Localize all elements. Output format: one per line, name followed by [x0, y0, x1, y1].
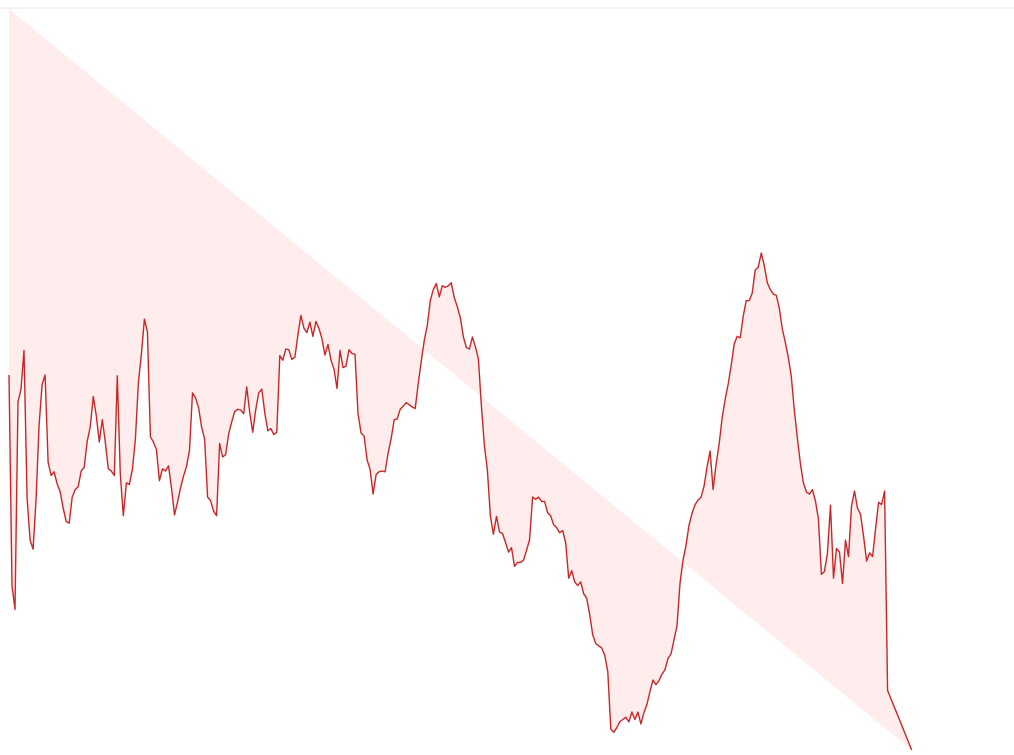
series-area-fill	[9, 9, 912, 750]
series-line	[8, 252, 913, 751]
marks-layer	[8, 9, 913, 751]
